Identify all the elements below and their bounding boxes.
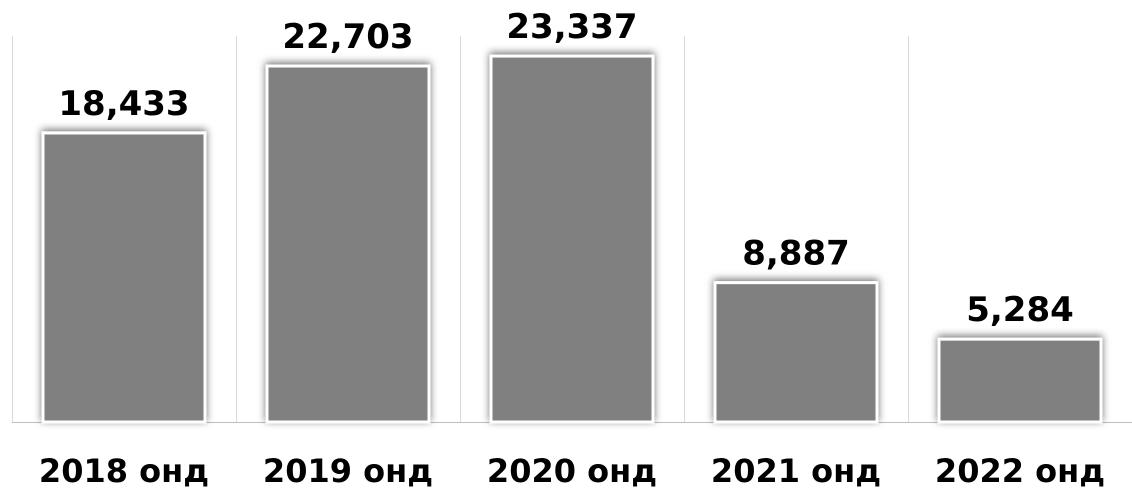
x-tick-label-2: 2019 онд: [263, 452, 433, 490]
bar-5: [937, 337, 1103, 424]
x-tick-label-1: 2018 онд: [39, 452, 209, 490]
bar-1: [41, 131, 207, 424]
bar-2: [265, 64, 431, 424]
x-tick-label-5: 2022 онд: [935, 452, 1105, 490]
bar-4: [713, 281, 879, 424]
data-label-1: 18,433: [58, 84, 189, 124]
bars: [41, 54, 1103, 424]
data-label-2: 22,703: [282, 17, 413, 57]
data-label-3: 23,337: [506, 7, 637, 47]
data-label-5: 5,284: [966, 290, 1074, 330]
x-axis-tick-labels: 2018 онд 2019 онд 2020 онд 2021 онд 2022 онд: [39, 452, 1105, 490]
bar-3: [489, 54, 655, 424]
x-tick-label-4: 2021 онд: [711, 452, 881, 490]
x-tick-label-3: 2020 онд: [487, 452, 657, 490]
data-label-4: 8,887: [742, 234, 850, 274]
data-labels: 18,433 22,703 23,337 8,887 5,284: [58, 7, 1073, 330]
